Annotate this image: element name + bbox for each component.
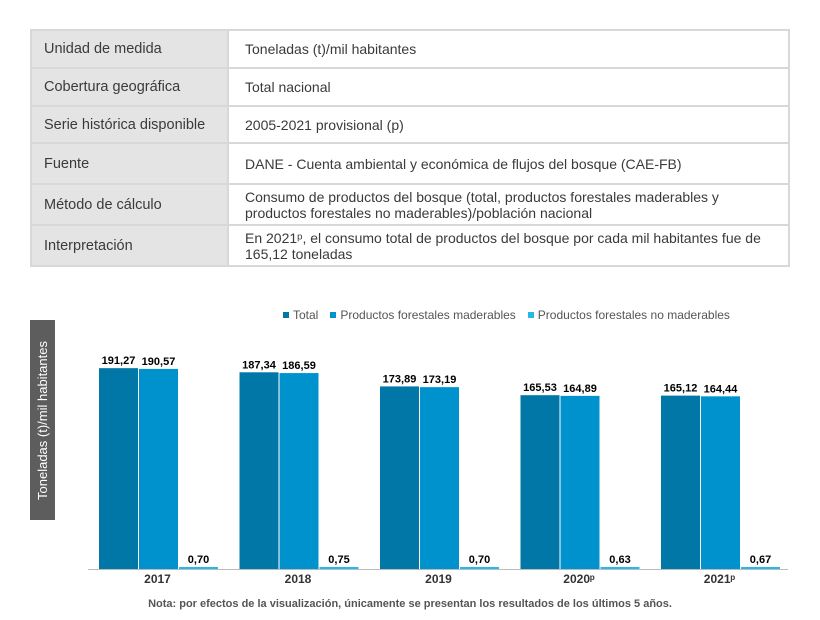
info-key: Método de cálculo [30,183,229,226]
info-key: Interpretación [30,224,229,267]
bar-2018-series-0 [239,372,279,569]
data-label: 165,12 [664,383,698,395]
info-row-cobertura: Cobertura geográfica Total nacional [30,67,790,107]
bar-2019-series-0 [380,386,419,569]
x-tick-label: 2021ᵖ [704,572,736,586]
legend-swatch-total [283,312,289,318]
data-label: 0,70 [469,554,490,566]
data-label: 173,19 [423,374,457,386]
bar-2020-series-0 [520,395,560,569]
data-label: 191,27 [102,355,136,367]
info-key: Fuente [30,142,229,185]
legend-swatch-no-maderables [527,312,534,318]
legend-swatch-maderables [330,312,337,318]
legend-label-no-maderables: Productos forestales no maderables [537,308,730,322]
bar-2017-series-1 [139,368,178,569]
info-row-fuente: Fuente DANE - Cuenta ambiental y económi… [30,142,790,185]
info-value: Consumo de productos del bosque (total, … [227,183,790,226]
bar-2019-series-1 [420,387,459,569]
x-tick-label: 2020ᵖ [563,572,595,586]
bar-2017-series-2 [179,567,218,569]
info-value: Toneladas (t)/mil habitantes [227,29,790,69]
info-key: Unidad de medida [30,29,229,69]
legend-item-maderables: Productos forestales maderables [330,308,516,322]
data-label: 186,59 [282,360,316,372]
chart-legend: Total Productos forestales maderables Pr… [283,306,742,324]
indicator-info-table: Unidad de medida Toneladas (t)/mil habit… [30,29,790,267]
bar-2020-series-2 [600,567,640,569]
y-axis-label-box: Toneladas (t)/mil habitantes [30,320,55,520]
data-label: 0,63 [609,554,630,566]
legend-item-no-maderables: Productos forestales no maderables [527,308,730,322]
x-tick-label: 2017 [144,572,171,586]
info-value: En 2021ᵖ, el consumo total de productos … [227,224,790,267]
info-key: Cobertura geográfica [30,67,229,107]
legend-item-total: Total [283,308,318,322]
bar-2021-series-0 [661,395,700,569]
data-label: 190,57 [142,356,176,368]
chart-note: Nota: por efectos de la visualización, ú… [148,598,672,610]
bar-2021-series-1 [701,396,740,569]
data-label: 0,67 [750,554,771,566]
bar-2021-series-2 [741,567,780,569]
info-value: Total nacional [227,67,790,107]
bar-2017-series-0 [99,368,138,569]
info-row-serie: Serie histórica disponible 2005-2021 pro… [30,105,790,144]
data-label: 0,70 [188,554,209,566]
info-row-interpretacion: Interpretación En 2021ᵖ, el consumo tota… [30,224,790,267]
bar-2020-series-1 [560,395,600,569]
data-label: 165,53 [523,382,557,394]
info-row-unidad: Unidad de medida Toneladas (t)/mil habit… [30,29,790,69]
bar-2018-series-2 [319,567,359,569]
info-value: DANE - Cuenta ambiental y económica de f… [227,142,790,185]
data-label: 164,44 [704,383,739,395]
legend-label-total: Total [293,308,319,322]
legend-label-maderables: Productos forestales maderables [340,308,516,322]
bar-2018-series-1 [279,373,319,569]
bar-2019-series-2 [460,567,499,569]
x-tick-label: 2019 [425,572,452,586]
info-value: 2005-2021 provisional (p) [227,105,790,144]
data-label: 164,89 [563,383,597,395]
info-key: Serie histórica disponible [30,105,229,144]
x-tick-label: 2018 [285,572,312,586]
data-label: 0,75 [328,554,349,566]
info-row-metodo: Método de cálculo Consumo de productos d… [30,183,790,226]
data-label: 187,34 [242,359,277,371]
data-label: 173,89 [383,373,417,385]
